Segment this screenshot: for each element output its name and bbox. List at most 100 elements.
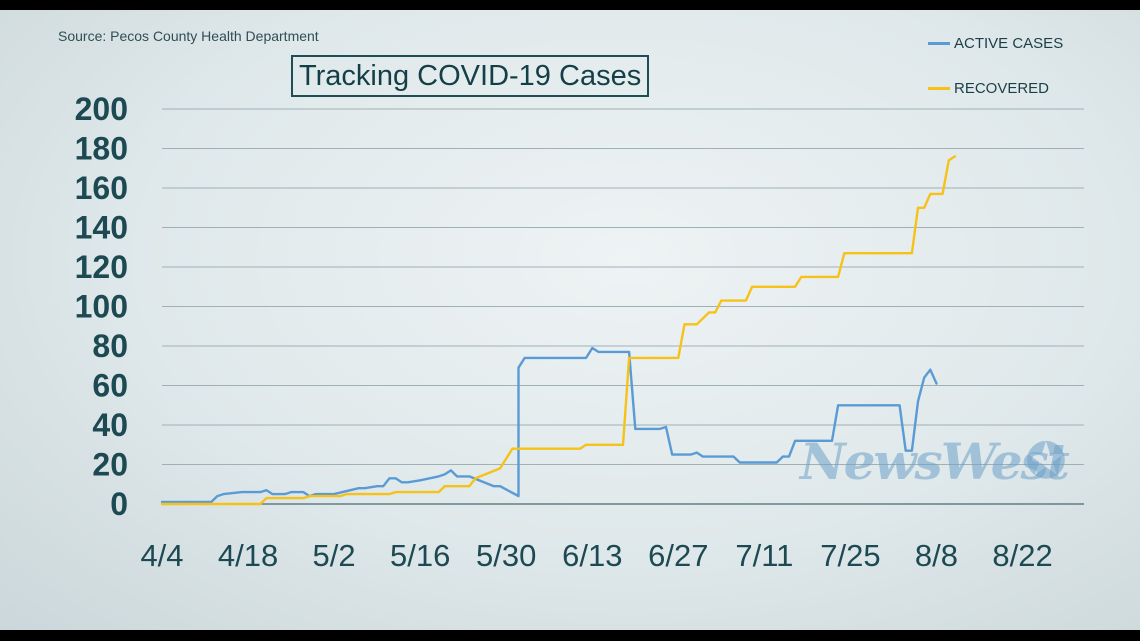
data-point-active	[923, 376, 926, 379]
data-point-recovered	[695, 323, 698, 326]
data-point-active	[210, 501, 213, 503]
data-point-recovered	[910, 252, 913, 255]
data-point-active	[363, 487, 366, 490]
data-point-active	[449, 469, 452, 472]
legend-swatch-recovered	[928, 87, 950, 90]
data-point-recovered	[714, 311, 717, 314]
data-point-active	[388, 477, 391, 480]
data-point-recovered	[929, 193, 932, 195]
data-point-recovered	[947, 159, 950, 162]
series-line-recovered	[160, 155, 957, 506]
data-point-active	[419, 479, 422, 482]
data-point-active	[382, 485, 385, 488]
data-point-active	[597, 351, 600, 353]
data-point-recovered	[585, 443, 588, 446]
data-point-recovered	[941, 193, 944, 195]
data-point-active	[314, 493, 317, 496]
data-point-active	[517, 366, 520, 369]
data-point-active	[929, 368, 932, 371]
data-point-recovered	[683, 323, 686, 326]
data-point-active	[702, 455, 704, 458]
data-point-recovered	[339, 495, 342, 497]
data-point-active	[781, 455, 784, 458]
y-tick-label: 20	[92, 447, 128, 483]
legend-item-active: ACTIVE CASES	[928, 35, 1063, 52]
data-point-active	[302, 491, 305, 494]
data-point-recovered	[751, 285, 753, 288]
x-tick-label: 6/13	[562, 538, 622, 573]
y-tick-label: 200	[75, 91, 128, 127]
data-point-active	[327, 493, 329, 496]
x-tick-label: 7/11	[735, 538, 793, 573]
data-point-active	[523, 356, 526, 359]
y-tick-label: 160	[75, 170, 128, 206]
data-point-recovered	[677, 356, 680, 359]
data-point-recovered	[579, 447, 581, 450]
data-point-active	[284, 493, 286, 496]
legend-item-recovered: RECOVERED	[928, 80, 1049, 97]
data-point-recovered	[437, 491, 440, 494]
y-tick-label: 0	[110, 486, 128, 522]
legend-label-active: ACTIVE CASES	[954, 35, 1064, 52]
data-point-active	[917, 400, 919, 403]
data-point-recovered	[917, 206, 919, 209]
data-point-active	[406, 481, 409, 484]
data-point-active	[271, 493, 274, 496]
data-point-active	[394, 477, 397, 480]
data-point-recovered	[622, 443, 624, 446]
data-point-recovered	[259, 503, 262, 505]
data-point-active	[585, 356, 588, 359]
data-point-active	[462, 475, 465, 478]
data-point-active	[468, 475, 471, 478]
data-point-active	[499, 485, 501, 488]
data-point-active	[628, 351, 631, 353]
data-point-active	[898, 404, 901, 407]
data-point-active	[837, 404, 840, 407]
newswest-logo: NewsWest	[800, 432, 1070, 491]
data-point-recovered	[923, 206, 926, 209]
data-point-active	[357, 487, 360, 490]
data-point-active	[222, 493, 225, 496]
data-point-active	[517, 495, 520, 497]
data-point-active	[775, 461, 778, 464]
data-point-active	[241, 491, 243, 494]
y-tick-label: 140	[75, 210, 128, 246]
x-tick-label: 8/8	[915, 538, 958, 573]
legend-swatch-active	[928, 42, 950, 45]
data-point-recovered	[443, 485, 446, 488]
data-point-recovered	[302, 497, 305, 499]
data-point-active	[265, 489, 268, 492]
chart-title: Tracking COVID-19 Cases	[291, 55, 650, 97]
data-point-recovered	[794, 285, 797, 288]
star-logo-icon: ✪	[1025, 432, 1067, 490]
data-point-recovered	[511, 447, 514, 450]
y-tick-label: 80	[92, 328, 128, 364]
x-tick-label: 4/18	[218, 538, 278, 573]
chart-frame: Source: Pecos County Health Department T…	[0, 10, 1140, 630]
data-point-active	[935, 382, 938, 385]
legend-label-recovered: RECOVERED	[954, 80, 1050, 97]
data-point-active	[695, 451, 698, 454]
data-point-active	[904, 449, 907, 452]
x-tick-label: 5/30	[476, 538, 536, 573]
x-tick-label: 7/25	[820, 538, 880, 573]
y-tick-label: 180	[75, 131, 128, 167]
y-tick-label: 100	[75, 289, 128, 325]
data-point-active	[591, 347, 594, 349]
data-point-active	[216, 495, 219, 497]
data-point-active	[634, 428, 637, 430]
data-point-active	[910, 449, 913, 452]
data-point-active	[259, 491, 262, 494]
data-point-recovered	[474, 477, 477, 480]
y-tick-label: 120	[75, 249, 128, 285]
data-point-recovered	[394, 491, 397, 494]
data-point-active	[738, 461, 741, 464]
data-point-recovered	[345, 493, 348, 496]
data-point-recovered	[843, 252, 846, 255]
data-point-recovered	[308, 495, 311, 497]
data-point-active	[376, 485, 379, 488]
data-point-recovered	[837, 275, 840, 278]
data-point-active	[456, 475, 458, 478]
data-point-recovered	[800, 275, 803, 278]
